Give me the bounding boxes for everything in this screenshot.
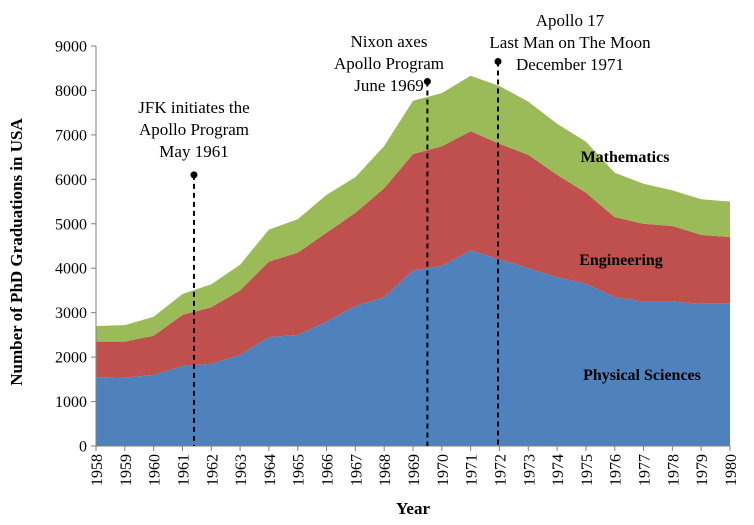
series-label-physical-sciences: Physical Sciences [583,367,701,384]
x-tick-label: 1967 [348,454,365,486]
area-engineering [96,131,730,378]
x-tick-label: 1973 [521,454,538,486]
x-tick-label: 1960 [147,454,164,486]
y-tick-label: 6000 [55,172,87,189]
x-tick-label: 1970 [435,454,452,486]
annotation-text-line: Nixon axes [351,32,428,51]
x-tick-label: 1975 [579,454,596,486]
x-axis-ticks: 1958 1959 1960 1961 1962 1963 1964 1965 1966 1967… [89,446,740,486]
annotation-text-line: Apollo Program [139,120,249,139]
x-tick-label: 1968 [377,454,394,486]
x-tick-label: 1961 [176,454,193,486]
y-axis-ticks: 0 1000 2000 3000 4000 5000 6000 7000 8000 9000 [55,39,96,456]
annotation-text-line: December 1971 [516,55,624,74]
x-tick-label: 1980 [723,454,740,486]
x-tick-label: 1963 [233,454,250,486]
annotation-text-line: Apollo 17 [536,11,605,30]
annotations: JFK initiates the Apollo Program May 1961 N… [138,11,651,446]
annotation-text-line: Last Man on The Moon [489,33,651,52]
x-tick-label: 1959 [118,454,135,486]
y-tick-label: 9000 [55,39,87,56]
x-tick-label: 1962 [204,454,221,486]
annotation-text-line: June 1969 [354,76,423,95]
series-label-engineering: Engineering [579,252,663,269]
x-tick-label: 1977 [637,454,654,486]
x-tick-label: 1972 [493,454,510,486]
x-tick-label: 1966 [320,454,337,486]
annotation-marker-dot [423,78,431,86]
series-label-mathematics: Mathematics [581,149,670,166]
y-tick-label: 4000 [55,261,87,278]
area-layers [96,75,730,446]
annotation-text-line: JFK initiates the [138,98,249,117]
x-tick-label: 1976 [608,454,625,486]
y-tick-label: 8000 [55,83,87,100]
y-tick-label: 1000 [55,394,87,411]
x-tick-label: 1969 [406,454,423,486]
area-physical-sciences [96,250,730,446]
y-tick-label: 5000 [55,216,87,233]
x-tick-label: 1958 [89,454,106,486]
series-labels: Physical Sciences Engineering Mathematics [579,149,701,384]
x-tick-label: 1971 [464,454,481,486]
x-tick-label: 1979 [694,454,711,486]
annotation-marker-dot [190,171,198,179]
y-tick-label: 3000 [55,305,87,322]
y-axis-title: Number of PhD Graduations in USA [7,118,26,386]
x-tick-label: 1974 [550,454,567,486]
x-tick-label: 1964 [262,454,279,486]
annotation-marker-dot [494,58,502,66]
x-axis-title: Year [396,499,430,518]
y-tick-label: 0 [79,439,87,456]
y-tick-label: 7000 [55,127,87,144]
x-tick-label: 1978 [665,454,682,486]
area-mathematics [96,75,730,342]
annotation-text-line: May 1961 [159,142,228,161]
y-tick-label: 2000 [55,350,87,367]
x-tick-label: 1965 [291,454,308,486]
annotation-text-line: Apollo Program [334,54,444,73]
